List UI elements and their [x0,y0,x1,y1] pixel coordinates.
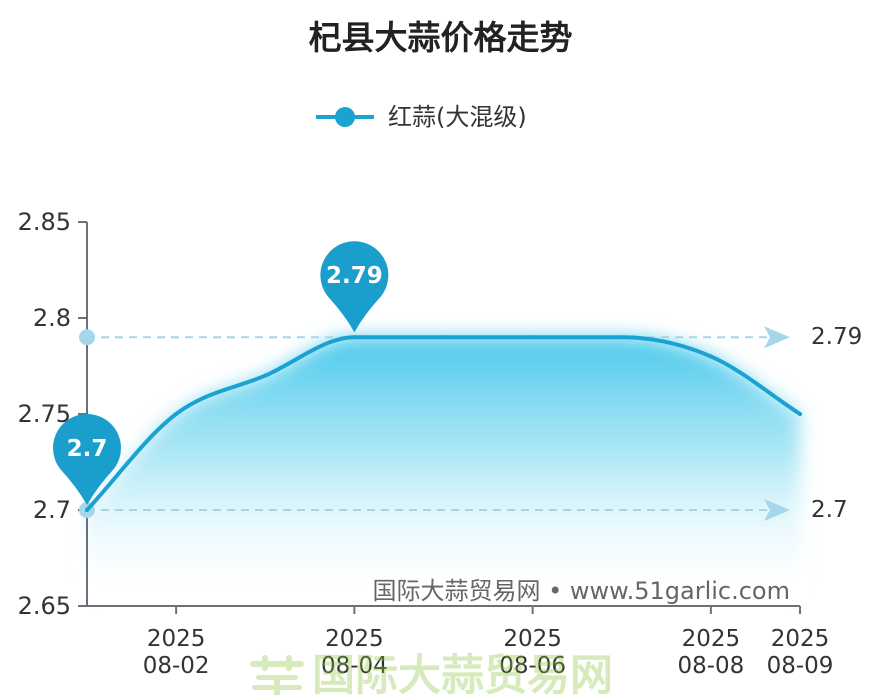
pins-layer: 2.79 2.7 [53,241,389,505]
y-tick-label: 2.65 [18,592,71,620]
x-tick-date-label: 08-06 [499,653,566,679]
bottom-watermark: 国际大蒜贸易网 [240,650,630,695]
data-point [619,335,624,340]
markline-label: 2.79 [811,324,862,350]
data-point [530,335,535,340]
x-tick-year-label: 2025 [682,626,741,652]
data-point [263,373,268,378]
x-tick-date-label: 08-08 [677,653,744,679]
bottom-watermark-text: 国际大蒜贸易网 [312,651,613,695]
markline-arrow-icon [764,326,790,349]
area-layer [87,337,800,606]
y-tick-label: 2.85 [18,208,71,236]
x-tick-year-label: 2025 [503,626,562,652]
data-point [85,508,89,512]
y-tick-label: 2.7 [33,496,71,524]
markline-start-dot [79,329,95,346]
legend-item[interactable]: 红蒜(大混级) [316,100,527,134]
min-pin-label: 2.7 [67,436,108,462]
data-point [798,412,802,416]
legend-label: 红蒜(大混级) [388,103,527,131]
x-tick-date-label: 08-09 [767,653,834,679]
min-pin-marker [53,414,121,505]
x-tick-date-label: 08-04 [321,653,388,679]
series-layer [85,335,802,512]
x-tick-date-label: 08-02 [143,653,210,679]
y-tick-label: 2.75 [18,400,71,428]
x-tick-year-label: 2025 [325,626,384,652]
x-tick-year-label: 2025 [147,626,206,652]
max-pin-marker [320,241,389,333]
data-point [352,335,357,340]
y-tick-label: 2.8 [33,304,71,332]
site-watermark: 国际大蒜贸易网 • www.51garlic.com [373,577,791,605]
chart-title: 杞县大蒜价格走势 [308,18,573,57]
x-tick-year-label: 2025 [771,626,830,652]
labels-layer: 2.652.72.752.82.85202508-02202508-042025… [18,208,863,679]
markline-label: 2.7 [811,497,848,523]
markline-arrow-icon [764,499,790,521]
garlic-trade-logo-icon [250,655,304,695]
series-area [87,337,800,606]
max-pin-label: 2.79 [326,263,383,289]
watermark-layer: 国际大蒜贸易网 • www.51garlic.com [373,577,791,605]
data-point [708,354,713,359]
line-circle-icon [316,107,374,127]
data-point [441,335,446,340]
data-point [174,412,179,416]
